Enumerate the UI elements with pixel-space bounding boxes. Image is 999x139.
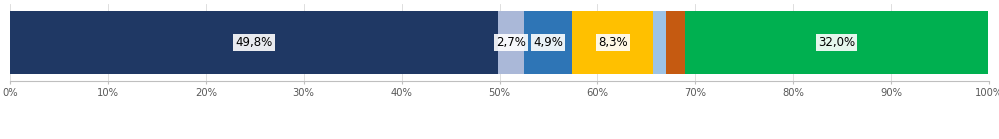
- Bar: [10, 11, 498, 74]
- Text: 2,7%: 2,7%: [496, 36, 525, 49]
- Bar: [684, 11, 988, 74]
- Bar: [666, 11, 684, 74]
- Text: 49,8%: 49,8%: [235, 36, 273, 49]
- Bar: [572, 11, 653, 74]
- Text: 8,3%: 8,3%: [597, 36, 627, 49]
- Bar: [523, 11, 572, 74]
- Text: 32,0%: 32,0%: [818, 36, 855, 49]
- Bar: [653, 11, 666, 74]
- Bar: [498, 11, 523, 74]
- Text: 4,9%: 4,9%: [533, 36, 562, 49]
